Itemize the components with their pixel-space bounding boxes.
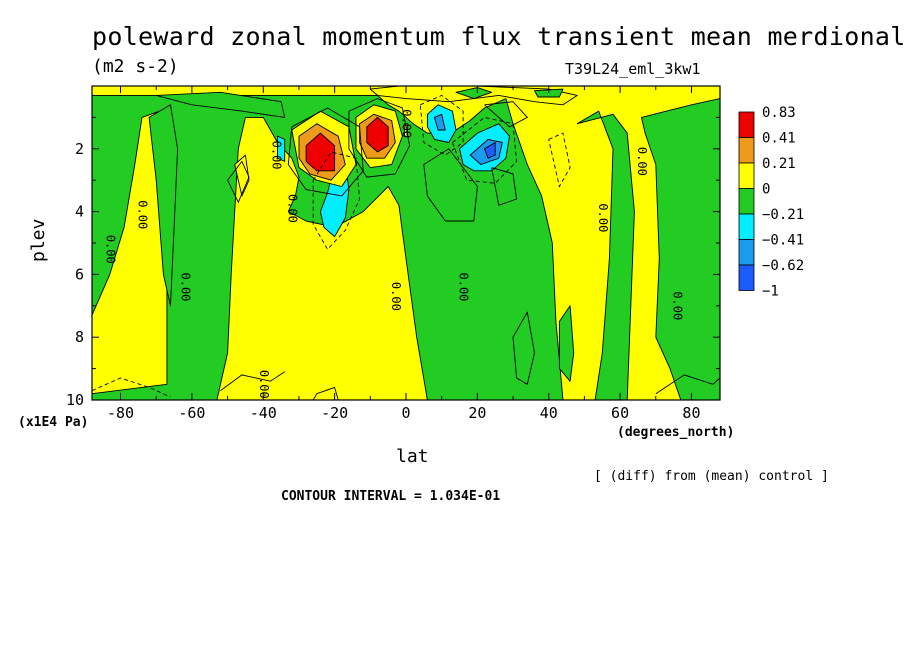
legend-swatch: [738, 162, 755, 189]
contour-region-green: [576, 110, 635, 400]
x-tick-label: 0: [401, 404, 410, 422]
contour-line: [348, 98, 411, 178]
legend-label: −1: [762, 284, 779, 300]
contour-line: [220, 371, 285, 391]
x-tick-label: 40: [540, 404, 558, 422]
contour-line: [451, 116, 518, 184]
contour-region-green: [155, 91, 286, 118]
legend-swatch: [738, 213, 755, 240]
contour-region-midblue: [434, 113, 446, 131]
y-tick-label: 2: [75, 140, 84, 158]
legend-swatch: [738, 188, 755, 215]
contour-region-green: [148, 104, 179, 307]
x-tick-label: 20: [468, 404, 486, 422]
contour-fills: [92, 86, 720, 400]
contour-line: [312, 151, 361, 251]
contour-label: 0.00: [285, 194, 299, 223]
contour-label: 0.00: [671, 291, 685, 320]
contour-lines: [92, 94, 720, 398]
y-tick-label: 6: [75, 265, 84, 283]
y-axis-label: plev: [28, 218, 49, 262]
comparison-note: [ (diff) from (mean) control ]: [594, 469, 829, 484]
legend-label: 0.21: [762, 156, 796, 172]
legend-swatch: [738, 111, 755, 138]
experiment-label: T39L24_eml_3kw1: [565, 60, 701, 78]
legend-label: −0.62: [762, 258, 804, 274]
page-title: poleward zonal momentum flux transient m…: [92, 22, 904, 51]
x-tick-label: -20: [321, 404, 348, 422]
legend-swatch: [738, 137, 755, 164]
contour-label: 0.00: [635, 147, 649, 176]
y-axis-units: (x1E4 Pa): [18, 415, 89, 430]
x-tick-label: -60: [178, 404, 205, 422]
contour-label: 0.00: [400, 109, 414, 138]
contour-label: 0.00: [596, 203, 610, 232]
x-tick-label: 80: [682, 404, 700, 422]
contour-line: [548, 132, 571, 188]
contour-line: [92, 377, 171, 398]
y-tick-label: 10: [66, 391, 84, 409]
legend-label: −0.21: [762, 207, 804, 223]
contour-region-green: [534, 88, 564, 98]
units-label: (m2 s-2): [92, 56, 179, 77]
contour-interval: CONTOUR INTERVAL = 1.034E-01: [281, 489, 501, 504]
contour-region-green: [558, 305, 575, 382]
x-tick-label: -80: [107, 404, 134, 422]
contour-label: 0.00: [457, 273, 471, 302]
contour-line: [655, 374, 720, 395]
legend-label: 0.83: [762, 105, 796, 121]
legend-label: 0.41: [762, 131, 796, 147]
contour-label: 0.00: [103, 235, 117, 264]
contour-line: [419, 94, 464, 156]
contour-label: 0.00: [389, 282, 403, 311]
contour-label: 0.00: [269, 141, 283, 170]
contour-region-green: [455, 87, 493, 100]
contour-label: 0.00: [178, 273, 192, 302]
x-axis-label: lat: [396, 446, 429, 467]
contour-region-green: [512, 311, 535, 385]
contour-label: 0.00: [135, 200, 149, 229]
contour-line: [287, 107, 364, 197]
x-axis-units: (degrees_north): [617, 425, 735, 440]
y-tick-label: 8: [75, 328, 84, 346]
contour-region-blue: [484, 142, 496, 159]
x-tick-label: -40: [250, 404, 277, 422]
contour-line: [484, 101, 529, 128]
legend-swatch: [738, 239, 755, 266]
legend-label: −0.41: [762, 233, 804, 249]
contour-region-red: [366, 116, 389, 153]
contour-region-cyan: [277, 135, 286, 162]
contour-region-yellow: [312, 386, 339, 400]
contour-line: [227, 161, 250, 204]
x-tick-label: 60: [611, 404, 629, 422]
contour-region-green: [641, 98, 720, 400]
contour-label: 0.00: [257, 370, 271, 399]
legend-swatch: [738, 264, 755, 291]
y-tick-label: 4: [75, 203, 84, 221]
contour-line: [491, 167, 518, 206]
legend-label: 0: [762, 182, 770, 198]
contour-line: [423, 148, 478, 222]
contour-region-red: [305, 132, 336, 172]
